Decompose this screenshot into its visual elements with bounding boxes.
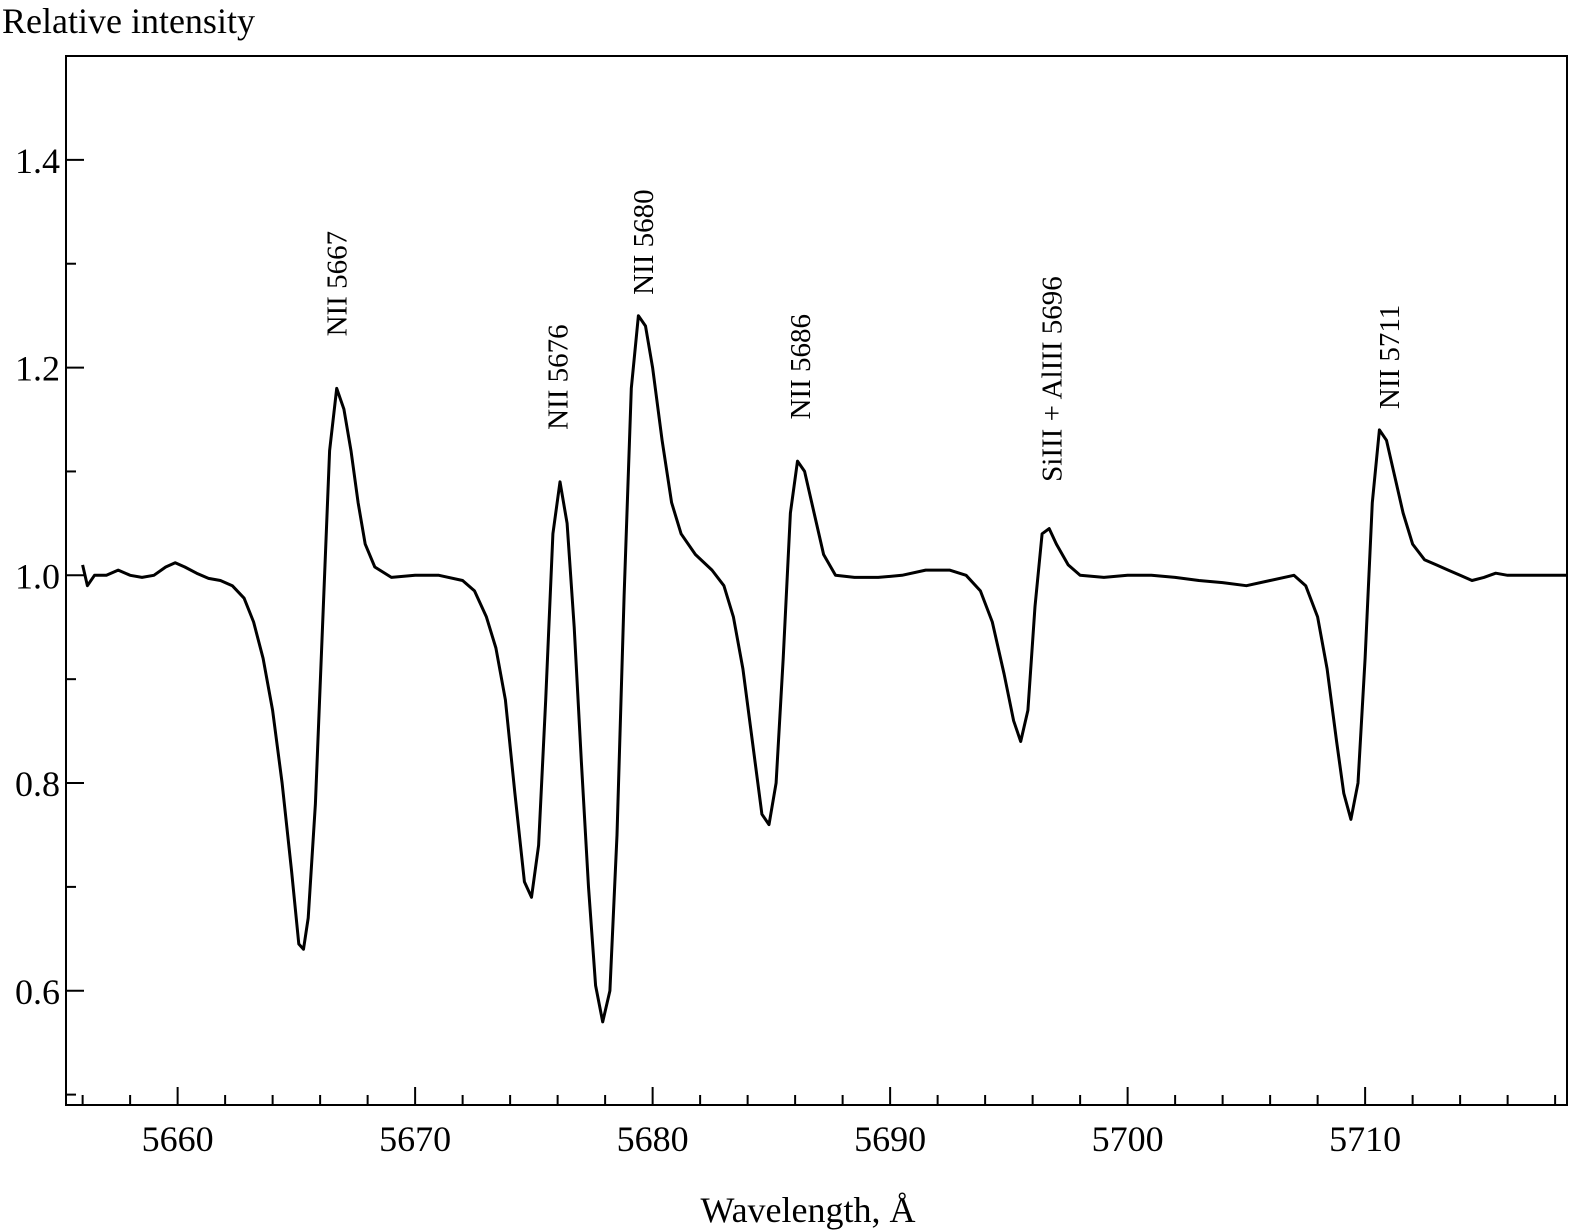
y-axis-tick-labels: 0.6 0.8 1.0 1.2 1.4 xyxy=(15,141,60,1012)
line-annotation: NII 5676 xyxy=(543,324,575,430)
y-tick-label: 1.2 xyxy=(15,349,60,389)
x-tick-label: 5700 xyxy=(1092,1119,1164,1159)
annotation-layer: NII 5667 NII 5676 NII 5680 NII 5686 SiIII + … xyxy=(322,189,1406,481)
y-tick-label: 0.8 xyxy=(15,764,60,804)
y-tick-label: 1.4 xyxy=(15,141,60,181)
x-tick-label: 5690 xyxy=(854,1119,926,1159)
y-axis-title: Relative intensity xyxy=(2,1,255,41)
line-annotation: NII 5667 xyxy=(322,231,354,337)
line-annotation: SiIII + AlIII 5696 xyxy=(1037,276,1069,482)
x-axis-ticks xyxy=(81,1087,1557,1105)
plot-border xyxy=(65,55,1568,1106)
x-axis-tick-labels: 5660 5670 5680 5690 5700 5710 xyxy=(142,1119,1402,1159)
line-annotation: NII 5711 xyxy=(1374,305,1406,409)
x-axis-title: Wavelength, Å xyxy=(700,1190,915,1230)
spectrum-line xyxy=(81,314,1567,1024)
x-tick-label: 5710 xyxy=(1329,1119,1401,1159)
y-tick-label: 1.0 xyxy=(15,556,60,596)
y-tick-label: 0.6 xyxy=(15,972,60,1012)
x-tick-label: 5670 xyxy=(379,1119,451,1159)
y-axis-ticks xyxy=(66,55,84,1096)
line-annotation: NII 5680 xyxy=(628,189,660,295)
x-tick-label: 5660 xyxy=(142,1119,214,1159)
x-tick-label: 5680 xyxy=(617,1119,689,1159)
line-annotation: NII 5686 xyxy=(785,314,817,420)
plot-frame xyxy=(65,55,1568,1106)
series-layer xyxy=(81,314,1567,1024)
